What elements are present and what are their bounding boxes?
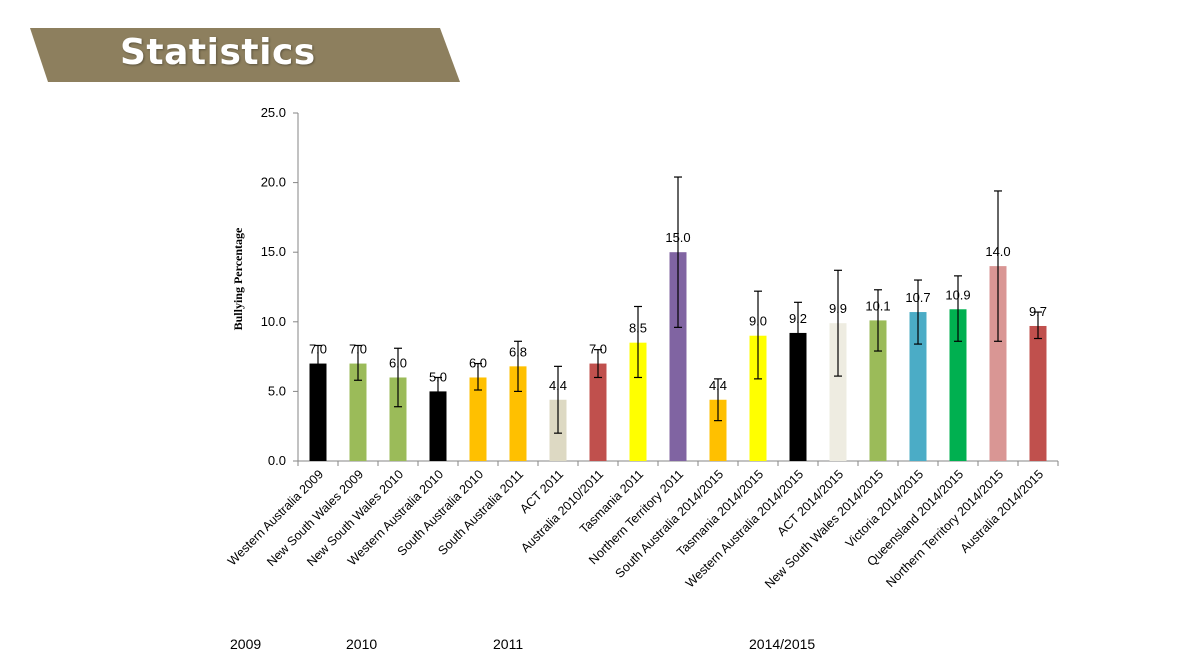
group-label-2009: 2009 [230, 636, 262, 652]
bar [309, 363, 327, 461]
bar [749, 335, 767, 461]
bar [709, 399, 727, 461]
bar [389, 377, 407, 461]
title-banner [30, 28, 460, 82]
y-tick-label: 15.0 [261, 244, 286, 259]
bar [469, 377, 487, 461]
bar [1029, 325, 1047, 461]
bar [909, 312, 927, 461]
bar [349, 363, 367, 461]
data-label: 6.0 [389, 355, 407, 370]
data-label: 14.0 [985, 244, 1010, 259]
y-tick-label: 10.0 [261, 314, 286, 329]
bar [669, 252, 687, 461]
y-tick-label: 0.0 [268, 453, 286, 468]
data-label: 7.0 [349, 342, 367, 357]
data-label: 9.7 [1029, 304, 1047, 319]
group-label-2014-2015: 2014/2015 [749, 636, 816, 652]
data-label: 6.0 [469, 355, 487, 370]
bar [989, 266, 1007, 461]
data-label: 9.2 [789, 311, 807, 326]
data-label: 10.9 [945, 287, 970, 302]
banner-shape [30, 28, 460, 82]
bar [429, 391, 447, 461]
bar [589, 363, 607, 461]
y-tick-label: 25.0 [261, 105, 286, 120]
data-label: 10.7 [905, 290, 930, 305]
data-label: 9.0 [749, 314, 767, 329]
data-label: 15.0 [665, 230, 690, 245]
y-tick-label: 5.0 [268, 383, 286, 398]
data-label: 10.1 [865, 298, 890, 313]
page-title: Statistics [120, 32, 316, 73]
bar [869, 320, 887, 461]
data-label: 7.0 [309, 342, 327, 357]
bar [829, 323, 847, 461]
data-label: 7.0 [589, 342, 607, 357]
data-label: 4.4 [709, 378, 727, 393]
group-label-2010: 2010 [346, 636, 378, 652]
bar [789, 332, 807, 461]
data-label: 4.4 [549, 378, 567, 393]
data-label: 5.0 [429, 369, 447, 384]
group-label-2011: 2011 [493, 636, 524, 652]
data-label: 6.8 [509, 344, 527, 359]
y-axis-title: Bullying Percentage [231, 227, 245, 330]
bar [509, 366, 527, 461]
y-tick-label: 20.0 [261, 175, 286, 190]
bar [949, 309, 967, 461]
data-label: 8.5 [629, 321, 647, 336]
bar [629, 342, 647, 461]
data-label: 9.9 [829, 301, 847, 316]
